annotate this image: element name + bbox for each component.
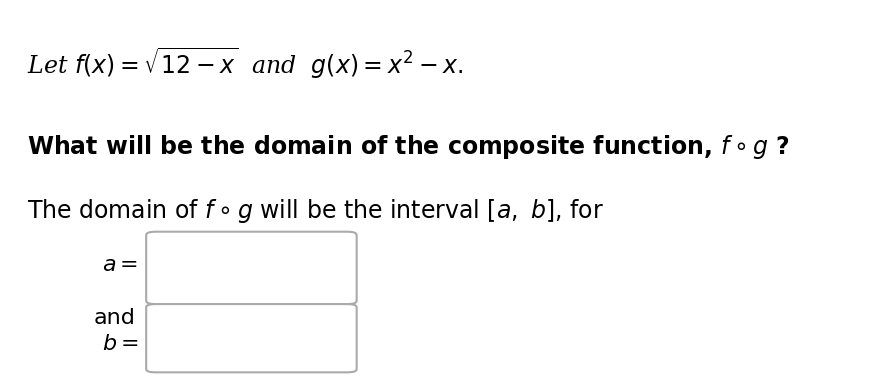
- Text: The domain of $f \circ g$ will be the interval $[a,\ b]$, for: The domain of $f \circ g$ will be the in…: [27, 197, 603, 225]
- Text: $b =$: $b =$: [102, 333, 139, 355]
- FancyBboxPatch shape: [146, 232, 357, 304]
- FancyBboxPatch shape: [146, 304, 357, 372]
- Text: What will be the domain of the composite function, $f \circ g$ ?: What will be the domain of the composite…: [27, 133, 789, 161]
- Text: and: and: [93, 308, 135, 328]
- Text: Let $f(x) = \sqrt{12 - x}$  and  $g(x) = x^2 - x.$: Let $f(x) = \sqrt{12 - x}$ and $g(x) = x…: [27, 45, 463, 80]
- Text: $a =$: $a =$: [102, 254, 139, 276]
